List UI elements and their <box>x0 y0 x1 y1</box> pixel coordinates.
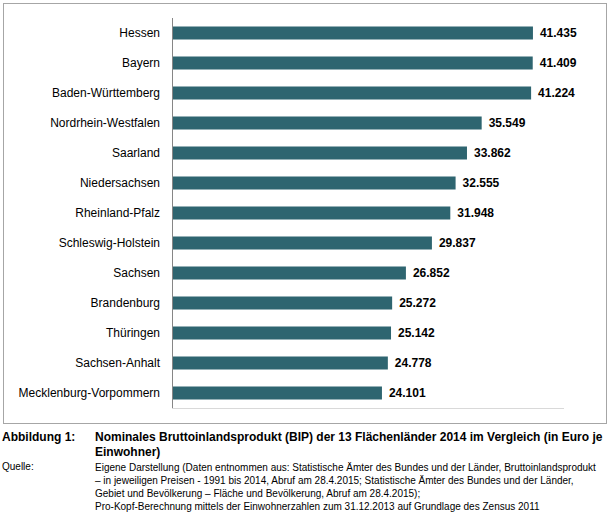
data-label: 24.101 <box>389 386 426 400</box>
value-axis <box>172 408 564 409</box>
bar <box>172 297 392 310</box>
bar <box>172 267 406 280</box>
category-label: Mecklenburg-Vorpommern <box>19 386 160 400</box>
category-label: Schleswig-Holstein <box>59 236 160 250</box>
chart-frame <box>4 4 607 424</box>
category-label: Sachsen <box>113 266 160 280</box>
category-label: Sachsen-Anhalt <box>75 356 160 370</box>
source-text: Pro-Kopf-Berechnung mittels der Einwohne… <box>95 500 600 513</box>
category-axis <box>172 18 173 408</box>
category-label: Niedersachsen <box>80 176 160 190</box>
bar <box>172 237 432 250</box>
category-label: Bayern <box>122 56 160 70</box>
figure-label: Abbildung 1: <box>2 430 75 444</box>
data-label: 29.837 <box>439 236 476 250</box>
bar <box>172 57 533 70</box>
source-text: Eigene Darstellung (Daten entnommen aus:… <box>95 461 600 500</box>
category-label: Saarland <box>112 146 160 160</box>
data-label: 41.435 <box>540 26 577 40</box>
category-label: Hessen <box>119 26 160 40</box>
chart: Hessen Bayern Baden-Württemberg Nordrhein-W… <box>0 0 610 430</box>
category-label: Baden-Württemberg <box>52 86 160 100</box>
bar <box>172 177 456 190</box>
data-label: 24.778 <box>395 356 432 370</box>
source-label: Quelle: <box>2 461 34 472</box>
data-label: 31.948 <box>457 206 494 220</box>
category-label: Brandenburg <box>91 296 160 310</box>
category-label: Rheinland-Pfalz <box>75 206 160 220</box>
category-label: Thüringen <box>106 326 160 340</box>
data-label: 41.409 <box>540 56 577 70</box>
bar <box>172 387 382 400</box>
data-label: 25.272 <box>399 296 436 310</box>
bar <box>172 327 391 340</box>
data-label: 35.549 <box>489 116 526 130</box>
bar <box>172 117 482 130</box>
bar <box>172 357 388 370</box>
bar <box>172 87 531 100</box>
bar <box>172 27 533 40</box>
data-label: 25.142 <box>398 326 435 340</box>
data-label: 32.555 <box>463 176 500 190</box>
bars <box>172 27 533 400</box>
figure-title: Nominales Bruttoinlandsprodukt (BIP) der… <box>95 430 605 460</box>
bar <box>172 147 467 160</box>
bar <box>172 207 450 220</box>
data-label: 41.224 <box>538 86 575 100</box>
category-label: Nordrhein-Westfalen <box>50 116 160 130</box>
data-label: 26.852 <box>413 266 450 280</box>
data-label: 33.862 <box>474 146 511 160</box>
